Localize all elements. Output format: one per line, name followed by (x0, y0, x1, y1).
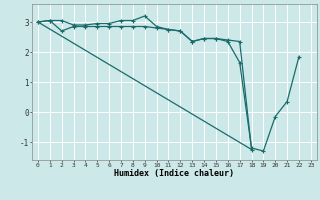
X-axis label: Humidex (Indice chaleur): Humidex (Indice chaleur) (115, 169, 234, 178)
